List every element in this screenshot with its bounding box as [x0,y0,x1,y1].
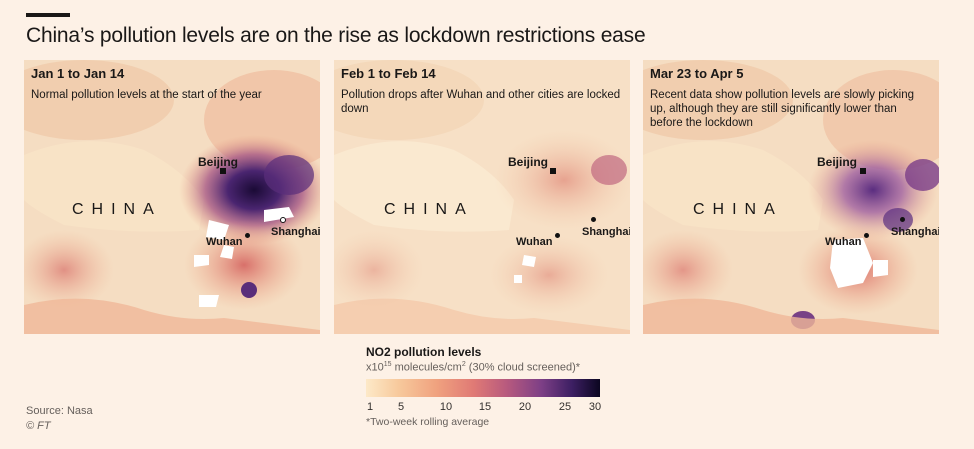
shanghai-marker [591,217,596,222]
shanghai-label: Shanghai [271,226,320,238]
panel-title: Jan 1 to Jan 14 [31,66,125,81]
legend-color-scale [366,379,600,397]
legend-note: *Two-week rolling average [366,416,490,428]
pollution-map-feb [334,60,630,334]
shanghai-marker [280,217,286,223]
legend-tick: 20 [518,401,532,413]
pollution-map-jan [24,60,320,334]
wuhan-label: Wuhan [206,236,243,248]
wuhan-marker [864,233,869,238]
panel-description: Normal pollution levels at the start of … [31,89,262,101]
legend-unit: x1015 molecules/cm2 (30% cloud screened)… [366,361,581,374]
pollution-map-mar [643,60,939,334]
country-label: CHINA [72,201,162,218]
panel-title: Feb 1 to Feb 14 [341,66,436,81]
wuhan-marker [555,233,560,238]
source-note: Source: Nasa [26,405,93,417]
beijing-label: Beijing [508,155,549,169]
legend-tick: 15 [478,401,492,413]
beijing-label: Beijing [817,155,858,169]
wuhan-label: Wuhan [825,236,862,248]
copyright: © FT [26,420,51,432]
legend-tick: 5 [397,401,405,413]
legend-tick: 30 [588,401,602,413]
legend-tick: 10 [439,401,453,413]
shanghai-marker [900,217,905,222]
country-label: CHINA [693,201,783,218]
country-label: CHINA [384,201,474,218]
legend-tick: 25 [558,401,572,413]
header-rule [26,13,70,17]
shanghai-label: Shanghai [891,226,939,238]
wuhan-marker [245,233,250,238]
legend-title: NO2 pollution levels [366,345,482,359]
beijing-marker [220,168,226,174]
beijing-label: Beijing [198,155,239,169]
shanghai-label: Shanghai [582,226,630,238]
map-panel-mar: Mar 23 to Apr 5 Recent data show polluti… [643,60,939,334]
chart-title: China’s pollution levels are on the rise… [26,24,646,47]
beijing-marker [550,168,556,174]
map-panel-jan: Jan 1 to Jan 14 Normal pollution levels … [24,60,320,334]
panel-title: Mar 23 to Apr 5 [650,66,744,81]
beijing-marker [860,168,866,174]
panel-description: Pollution drops after Wuhan and other ci… [341,89,621,115]
wuhan-label: Wuhan [516,236,553,248]
map-panel-feb: Feb 1 to Feb 14 Pollution drops after Wu… [334,60,630,334]
panel-description: Recent data show pollution levels are sl… [650,89,915,129]
legend-tick: 1 [366,401,374,413]
